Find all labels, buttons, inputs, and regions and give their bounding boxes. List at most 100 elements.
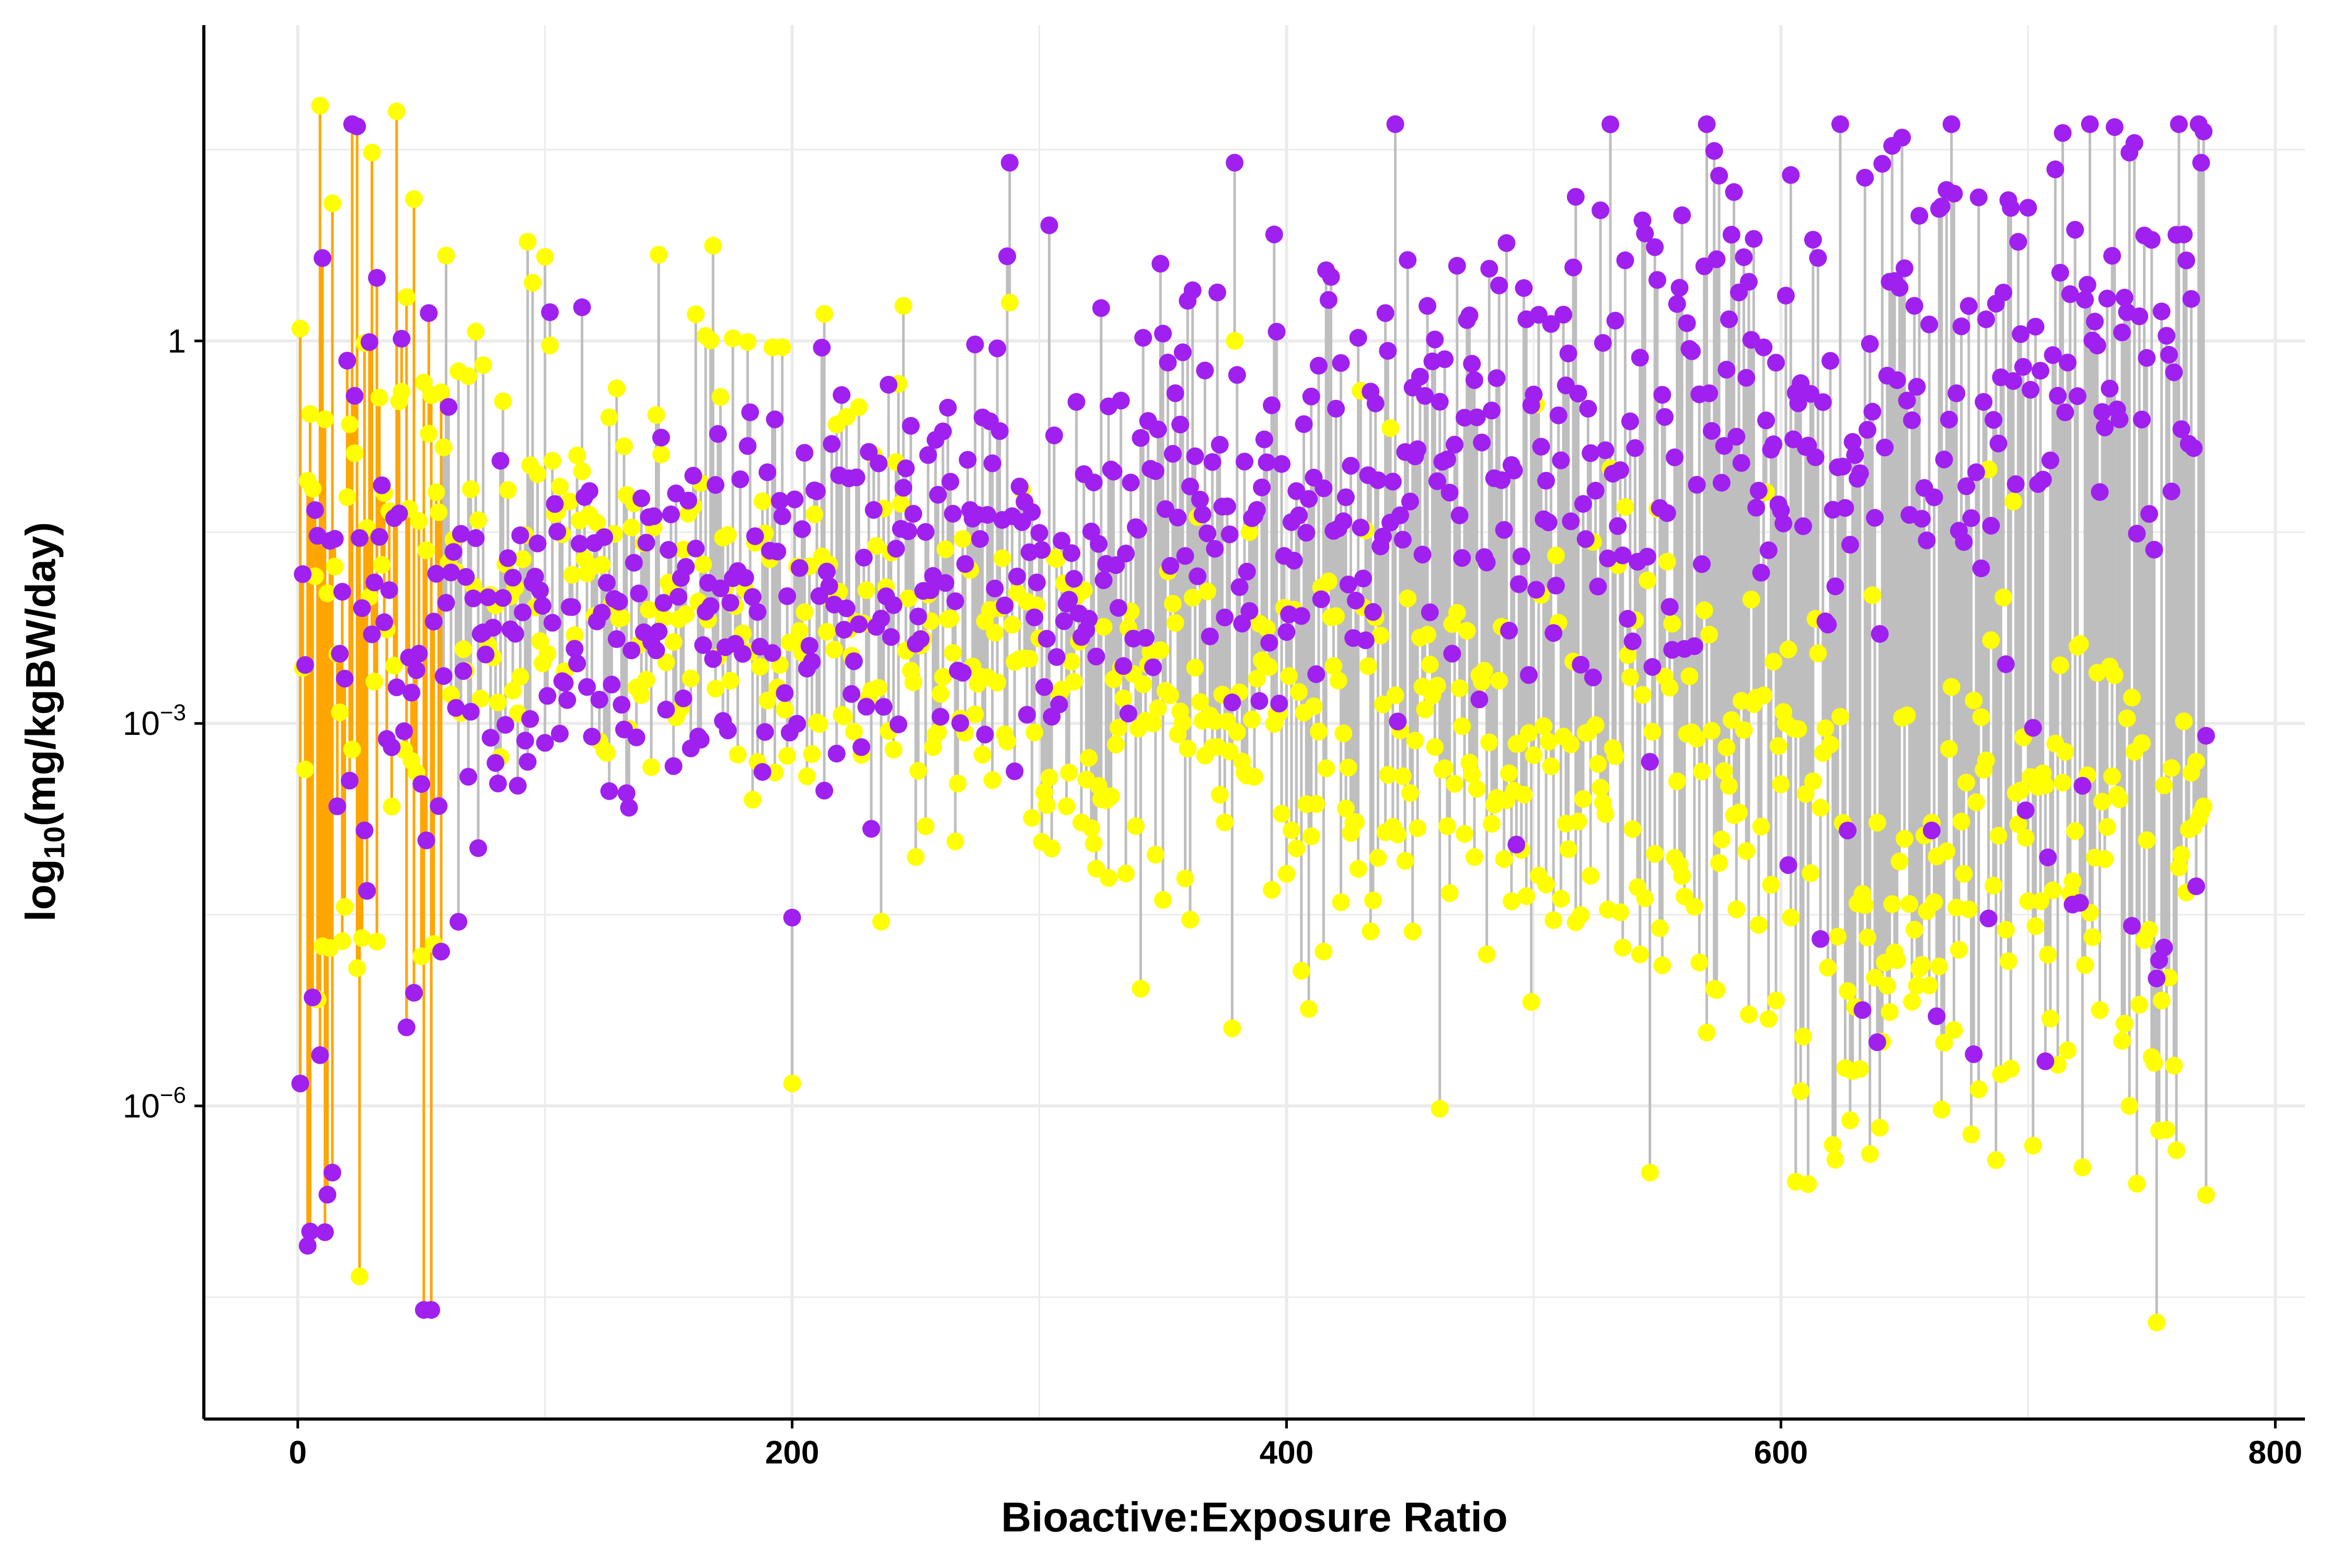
bioactive-point	[1129, 521, 1147, 539]
bioactive-point	[1666, 448, 1684, 467]
bioactive-point	[1270, 695, 1288, 713]
bioactive-point	[2095, 418, 2114, 436]
bioactive-point	[1386, 115, 1404, 133]
exposure-point	[1458, 621, 1476, 640]
bioactive-point	[1483, 401, 1501, 420]
bioactive-point	[1210, 435, 1229, 454]
bioactive-point	[1661, 598, 1679, 616]
exposure-point	[2063, 872, 2082, 891]
y-axis-title-suffix: (mg/kgBW/day)	[17, 522, 64, 826]
bioactive-point	[1554, 306, 1573, 324]
bioactive-point	[1643, 658, 1662, 676]
exposure-point	[872, 913, 890, 931]
bioactive-point	[395, 722, 413, 741]
bioactive-point	[318, 1185, 337, 1204]
bioactive-point	[921, 581, 940, 599]
bioactive-point	[412, 775, 431, 793]
bioactive-point	[358, 882, 376, 900]
bioactive-point	[1181, 477, 1200, 495]
exposure-point	[1668, 772, 1686, 790]
bioactive-point	[2019, 199, 2037, 217]
exposure-point	[1663, 615, 1681, 633]
bioactive-point	[1922, 821, 1941, 839]
exposure-point	[1547, 546, 1565, 564]
bioactive-point	[1436, 350, 1454, 368]
bioactive-point	[1908, 377, 1926, 396]
bioactive-point	[1720, 310, 1738, 328]
exposure-point	[524, 274, 542, 292]
bioactive-point	[1977, 310, 1995, 328]
exposure-point	[1132, 979, 1150, 998]
exposure-point	[1824, 1136, 1842, 1154]
bioactive-point	[800, 637, 818, 655]
exposure-point	[1421, 655, 1439, 674]
bioactive-point	[454, 662, 472, 680]
exposure-point	[1730, 803, 1748, 822]
bioactive-point	[852, 738, 871, 756]
bioactive-point	[432, 942, 451, 961]
exposure-point	[944, 644, 962, 662]
bioactive-point	[944, 504, 962, 523]
exposure-point	[1636, 889, 1654, 907]
bioactive-point	[1389, 712, 1407, 731]
exposure-point	[1300, 1000, 1318, 1018]
bioactive-point	[1119, 705, 1137, 723]
bioactive-point	[487, 754, 505, 772]
bioactive-point	[741, 403, 759, 421]
bioactive-point	[603, 675, 621, 694]
bioactive-point	[630, 584, 648, 603]
exposure-point	[1969, 1080, 1988, 1099]
exposure-point	[2103, 767, 2122, 786]
bioactive-point	[795, 444, 814, 462]
exposure-point	[1749, 916, 1768, 934]
exposure-point	[825, 640, 843, 659]
bioactive-point	[660, 541, 678, 559]
exposure-point	[1782, 908, 1800, 927]
bioactive-point	[427, 564, 445, 583]
bioactive-point	[2016, 801, 2035, 820]
bioactive-point	[1169, 509, 1187, 527]
exposure-point	[1905, 920, 1923, 939]
exposure-point	[892, 494, 910, 513]
bioactive-point	[748, 603, 767, 621]
exposure-point	[397, 288, 416, 306]
bioactive-point	[1965, 1045, 1983, 1063]
exposure-point	[1812, 799, 1830, 817]
exposure-point	[1688, 730, 1706, 748]
bioactive-point	[884, 596, 903, 614]
bioactive-point	[986, 579, 1004, 597]
bioactive-point	[2111, 410, 2129, 429]
bioactive-point	[1495, 521, 1513, 539]
exposure-point	[345, 444, 364, 463]
bioactive-point	[491, 452, 510, 470]
bioactive-point	[1374, 527, 1392, 546]
bioactive-point	[1416, 387, 1434, 405]
bioactive-point	[864, 501, 883, 519]
bioactive-point	[1658, 504, 1676, 522]
bioactive-point	[1092, 299, 1110, 317]
bioactive-point	[1747, 499, 1766, 517]
bioactive-point	[919, 446, 937, 464]
bioactive-point	[533, 597, 551, 615]
exposure-point	[1592, 779, 1610, 797]
bioactive-point	[1352, 518, 1370, 537]
exposure-point	[462, 480, 480, 499]
exposure-point	[412, 947, 431, 965]
exposure-point	[1715, 762, 1733, 780]
bioactive-point	[1606, 312, 1624, 330]
exposure-point	[704, 237, 722, 255]
exposure-point	[721, 672, 740, 690]
exposure-point	[1752, 817, 1770, 836]
exposure-point	[1742, 590, 1760, 608]
bioactive-point	[2175, 225, 2193, 244]
exposure-point	[1794, 1028, 1812, 1046]
exposure-point	[511, 667, 529, 686]
exposure-point	[1327, 607, 1345, 625]
exposure-point	[1329, 672, 1347, 690]
exposure-point	[1287, 839, 1306, 858]
bioactive-point	[1722, 226, 1740, 244]
exposure-point	[597, 744, 616, 762]
bioactive-point	[770, 492, 789, 510]
bioactive-point	[1230, 578, 1249, 596]
bioactive-point	[978, 506, 997, 524]
